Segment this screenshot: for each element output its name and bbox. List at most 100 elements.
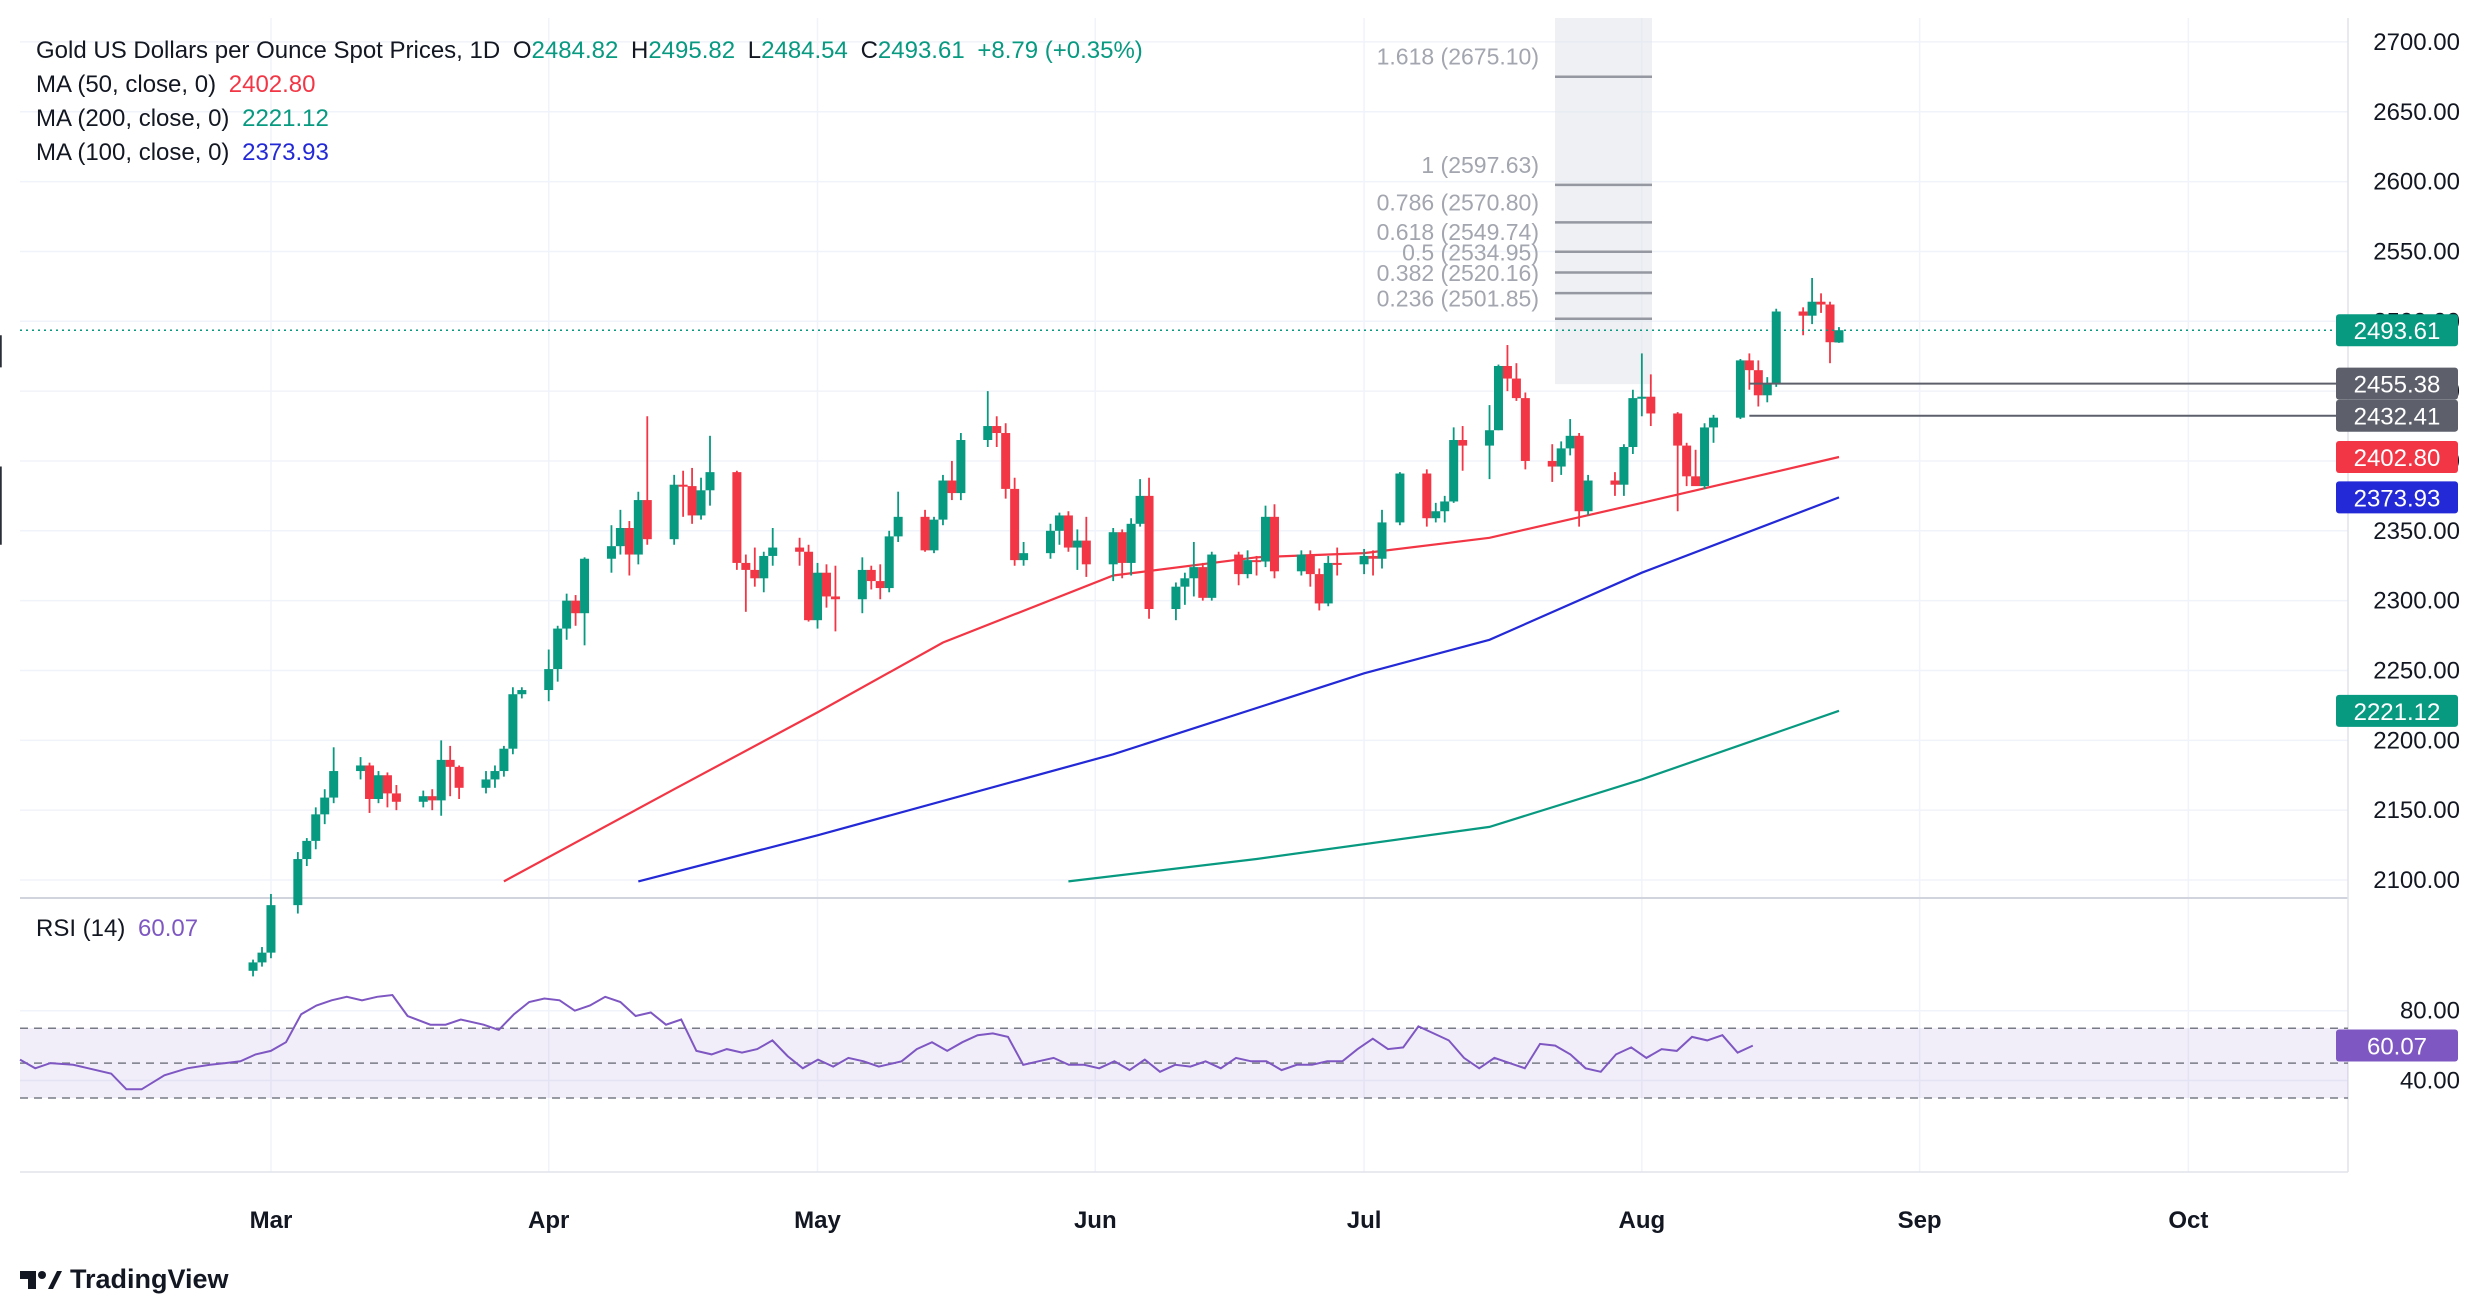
ma-line xyxy=(638,496,1840,883)
time-tick-label: Sep xyxy=(1898,1207,1942,1234)
candle-body xyxy=(1440,501,1450,512)
candle-body xyxy=(1144,495,1154,610)
time-tick-label: May xyxy=(794,1207,841,1234)
time-tick-label: Aug xyxy=(1619,1207,1666,1234)
candle-body xyxy=(642,500,652,540)
candle-body xyxy=(1269,516,1279,572)
price-axis[interactable]: 2700.002650.002600.002550.002500.002450.… xyxy=(2336,29,2460,1095)
time-tick-label: Jun xyxy=(1074,1207,1117,1234)
candle-body xyxy=(1019,553,1029,561)
low-label: L xyxy=(747,37,762,64)
candle-body xyxy=(866,569,876,582)
candle-body xyxy=(759,555,769,579)
price-tick-label: 2100.00 xyxy=(2373,867,2460,894)
rsi-tick-label: 40.00 xyxy=(2400,1068,2460,1095)
candle-body xyxy=(1010,488,1020,561)
ma50-label: MA (50, close, 0) xyxy=(36,71,217,98)
candle-body xyxy=(920,516,930,551)
price-axis-label-box xyxy=(2336,399,2458,432)
time-tick-label: Oct xyxy=(2168,1207,2208,1234)
ma-line xyxy=(503,455,1840,883)
candle-body xyxy=(696,490,706,516)
header-legend: Gold US Dollars per Ounce Spot Prices, 1… xyxy=(36,34,1149,68)
candle-body xyxy=(293,859,303,906)
candle-body xyxy=(365,765,375,799)
price-tick-label: 2700.00 xyxy=(2373,29,2460,56)
price-tick-label: 2250.00 xyxy=(2373,657,2460,684)
candle-body xyxy=(1081,540,1091,565)
time-axis[interactable]: Mar Apr May Jun Jul Aug Sep Oct xyxy=(20,1171,2348,1234)
brand-name: TradingView xyxy=(70,1264,229,1294)
candle-body xyxy=(445,759,455,767)
candle-body xyxy=(1691,476,1701,487)
candlesticks xyxy=(248,277,1844,977)
candle-body xyxy=(571,600,581,614)
candle-body xyxy=(1431,511,1441,519)
candle-body xyxy=(1744,360,1754,371)
candle-body xyxy=(1834,330,1844,343)
rsi-legend[interactable]: RSI (14) 60.07 xyxy=(36,912,204,946)
candle-body xyxy=(956,440,966,494)
candle-body xyxy=(1637,396,1647,399)
fibonacci-extension: 1.618 (2675.10) 1 (2597.63) 0.786 (2570.80… xyxy=(1377,18,1652,385)
candle-body xyxy=(1332,562,1342,565)
candle-body xyxy=(1798,311,1808,316)
open-value: 2484.82 xyxy=(531,37,619,64)
fib-zone xyxy=(1555,18,1652,385)
candle-body xyxy=(248,962,258,971)
candle-body xyxy=(1547,460,1557,467)
candle-body xyxy=(1072,540,1082,548)
fib-level-label: 1.618 (2675.10) xyxy=(1377,44,1539,70)
price-tick-label: 2300.00 xyxy=(2373,588,2460,615)
tradingview-logo[interactable]: TradingView xyxy=(20,1264,229,1295)
candle-body xyxy=(1054,515,1064,531)
low-value: 2484.54 xyxy=(761,37,848,64)
candle-body xyxy=(1314,574,1324,604)
rsi-axis-label-box xyxy=(2336,1029,2458,1062)
candle-body xyxy=(1762,384,1772,396)
candle-body xyxy=(553,628,563,670)
time-tick-label: Apr xyxy=(528,1207,569,1234)
candle-body xyxy=(382,775,392,794)
candle-body xyxy=(669,484,679,540)
candle-body xyxy=(1368,555,1378,559)
price-tick-label: 2650.00 xyxy=(2373,99,2460,126)
open-label: O xyxy=(512,37,532,64)
ma100-legend[interactable]: MA (100, close, 0) 2373.93 xyxy=(36,136,335,170)
candle-body xyxy=(821,572,831,597)
candle-body xyxy=(320,797,330,815)
candle-body xyxy=(1243,560,1253,575)
close-value: 2493.61 xyxy=(877,37,965,64)
price-axis-label: 2493.61 xyxy=(2354,318,2441,345)
price-tick-label: 2550.00 xyxy=(2373,238,2460,265)
time-tick-label: Mar xyxy=(250,1207,293,1234)
candle-body xyxy=(983,426,993,441)
price-axis-label: 2373.93 xyxy=(2354,485,2441,512)
candle-body xyxy=(992,426,1002,434)
price-axis-label: 2402.80 xyxy=(2354,445,2441,472)
candle-body xyxy=(1574,435,1584,512)
candle-body xyxy=(813,572,823,621)
candle-body xyxy=(938,480,948,520)
candle-body xyxy=(857,569,867,600)
candle-body xyxy=(884,536,894,589)
candle-body xyxy=(1117,532,1127,563)
candle-body xyxy=(615,528,625,547)
candle-body xyxy=(427,796,437,801)
candle-body xyxy=(436,759,446,801)
high-label: H xyxy=(630,37,649,64)
ma200-legend[interactable]: MA (200, close, 0) 2221.12 xyxy=(36,102,335,136)
ma50-legend[interactable]: MA (50, close, 0) 2402.80 xyxy=(36,68,322,102)
candle-body xyxy=(418,796,428,802)
rsi-value: 60.07 xyxy=(138,915,199,942)
moving-averages xyxy=(503,455,1840,883)
candle-body xyxy=(517,690,527,695)
rsi-axis-label: 60.07 xyxy=(2367,1034,2427,1061)
candle-body xyxy=(1189,567,1199,579)
candle-body xyxy=(391,793,401,802)
candle-body xyxy=(1816,301,1826,305)
fib-level-label: 0.382 (2520.16) xyxy=(1377,260,1539,286)
rsi-pane xyxy=(19,993,2348,1099)
candle-body xyxy=(508,694,518,749)
